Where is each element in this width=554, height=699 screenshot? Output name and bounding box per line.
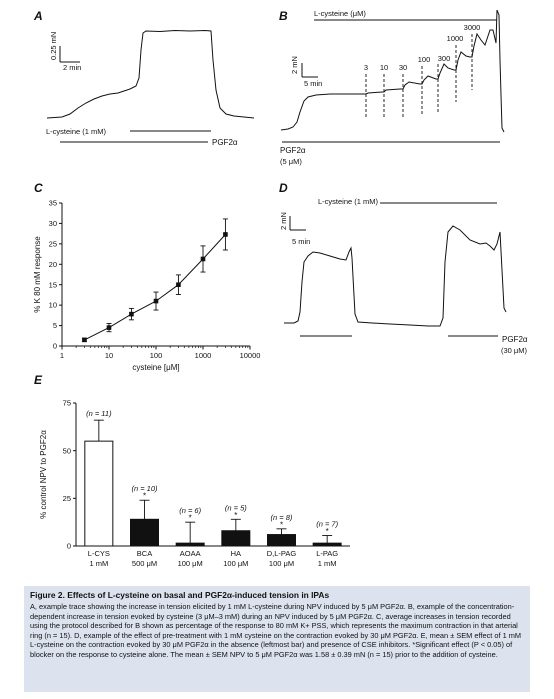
panel-b-conc-30: 30 bbox=[399, 63, 407, 72]
chart-e-n-label: (n = 7) bbox=[316, 520, 338, 529]
chart-c-y-tick-label: 20 bbox=[49, 260, 57, 269]
panel-b-dashed-markers bbox=[365, 34, 473, 118]
panel-a-pgf-label: PGF2α bbox=[212, 138, 238, 147]
panel-a-trace bbox=[46, 29, 255, 119]
panel-e-letter: E bbox=[34, 373, 43, 387]
chart-c-y-tick-label: 30 bbox=[49, 219, 57, 228]
panel-b-conc-10: 10 bbox=[380, 63, 388, 72]
panel-a-scale-y-label: 0.25 mN bbox=[49, 32, 58, 60]
panel-d-letter: D bbox=[279, 181, 288, 195]
chart-c-x-tick-label: 1 bbox=[60, 351, 64, 360]
chart-c-point bbox=[129, 311, 134, 317]
panel-e: E 0 25 50 75 % control NPV to PGF2α (n = 11) L… bbox=[34, 373, 350, 568]
panel-b-conc-300: 300 bbox=[438, 54, 451, 63]
chart-e-significance-mark: * bbox=[280, 520, 283, 529]
chart-e-dose-label: 100 μM bbox=[269, 559, 294, 568]
chart-e-bar bbox=[221, 530, 251, 547]
panel-a-cysteine-label: L-cysteine (1 mM) bbox=[46, 127, 107, 136]
chart-e-y-tick-label: 0 bbox=[67, 542, 71, 551]
chart-e-n-label: (n = 11) bbox=[86, 409, 112, 418]
panel-b-conc-3: 3 bbox=[364, 63, 368, 72]
chart-c-x-tick-label: 10000 bbox=[240, 351, 261, 360]
chart-c-point bbox=[106, 325, 112, 330]
panel-b-conc-3000: 3000 bbox=[464, 23, 481, 32]
chart-e-category-label: AOAA bbox=[180, 549, 201, 558]
chart-e-n-label: (n = 5) bbox=[225, 503, 247, 512]
panel-b-pgf-label: PGF2α bbox=[280, 146, 306, 155]
chart-c-y-tick-label: 10 bbox=[49, 301, 57, 310]
figure-canvas: A 0.25 mN 2 min L-cysteine (1 mM) PGF2α … bbox=[33, 9, 528, 568]
chart-e-dose-label: 1 mM bbox=[89, 559, 108, 568]
panel-b-conc-labels: 3 10 30 100 300 1000 3000 bbox=[364, 23, 480, 72]
chart-c-y-tick-label: 35 bbox=[49, 199, 57, 208]
chart-c-y-tick-label: 15 bbox=[49, 280, 57, 289]
chart-e: 0 25 50 75 % control NPV to PGF2α (n = 11) L-C… bbox=[39, 399, 350, 568]
panel-d-top-label: L-cysteine (1 mM) bbox=[318, 197, 379, 206]
chart-c-point bbox=[223, 232, 228, 237]
chart-c-y-tick-label: 5 bbox=[53, 321, 57, 330]
panel-b-scale-y-label: 2 mN bbox=[290, 56, 299, 74]
panel-a-scale-x-label: 2 min bbox=[63, 63, 81, 72]
chart-e-y-tick-label: 50 bbox=[63, 446, 71, 455]
panel-a: A 0.25 mN 2 min L-cysteine (1 mM) PGF2α bbox=[33, 9, 255, 147]
chart-e-bar bbox=[312, 542, 342, 547]
chart-c-series-line bbox=[84, 234, 226, 341]
chart-c-point bbox=[176, 282, 181, 288]
panel-b-conc-1000: 1000 bbox=[447, 34, 464, 43]
chart-e-dose-label: 500 μM bbox=[132, 559, 157, 568]
chart-e-n-label: (n = 8) bbox=[271, 513, 293, 522]
caption-body: A, example trace showing the increase in… bbox=[30, 602, 522, 659]
chart-e-category-label: BCA bbox=[137, 549, 152, 558]
chart-c-x-tick-label: 1000 bbox=[195, 351, 212, 360]
chart-e-significance-mark: * bbox=[234, 511, 237, 520]
chart-e-category-label: L-PAG bbox=[316, 549, 338, 558]
chart-c-point bbox=[153, 298, 159, 304]
chart-e-n-label: (n = 6) bbox=[179, 506, 201, 515]
chart-c-x-tick-label: 100 bbox=[150, 351, 163, 360]
chart-e-significance-mark: * bbox=[326, 527, 329, 536]
panel-a-letter: A bbox=[33, 9, 43, 23]
chart-e-y-tick-label: 75 bbox=[63, 399, 71, 408]
panel-c: C 0 5 10 15 20 25 30 35 1 10 100 1000 10000 cysteine … bbox=[33, 181, 260, 372]
chart-e-y-tick-label: 25 bbox=[63, 494, 71, 503]
chart-c-y-tick-label: 0 bbox=[53, 342, 57, 351]
panel-b-conc-100: 100 bbox=[418, 55, 431, 64]
panel-b: B L-cysteine (μM) 2 mN 5 min 3 10 30 100… bbox=[279, 9, 505, 166]
panel-d-scale-x-label: 5 min bbox=[292, 237, 310, 246]
panel-d-trace bbox=[284, 225, 507, 327]
chart-e-bar bbox=[130, 518, 159, 547]
chart-e-significance-mark: * bbox=[189, 514, 192, 523]
chart-c-x-label: cysteine [μM] bbox=[132, 363, 179, 372]
panel-b-top-label: L-cysteine (μM) bbox=[314, 9, 366, 18]
chart-c-y-tick-label: 25 bbox=[49, 239, 57, 248]
chart-e-category-label: L-CYS bbox=[88, 549, 110, 558]
chart-e-n-label: (n = 10) bbox=[131, 484, 158, 493]
chart-c-x-tick-label: 10 bbox=[105, 351, 113, 360]
panel-d-scale-y-label: 2 mN bbox=[279, 212, 288, 230]
panel-d-pgf-label: PGF2α bbox=[502, 335, 528, 344]
panel-b-trace bbox=[280, 9, 505, 133]
panel-c-letter: C bbox=[34, 181, 43, 195]
chart-e-category-label: D,L-PAG bbox=[267, 549, 297, 558]
chart-e-dose-label: 100 μM bbox=[223, 559, 248, 568]
chart-e-y-label: % control NPV to PGF2α bbox=[39, 430, 48, 519]
figure-caption: Figure 2. Effects of L-cysteine on basal… bbox=[24, 586, 530, 692]
panel-b-pgf-conc: (5 μM) bbox=[280, 157, 302, 166]
chart-e-bar bbox=[175, 542, 205, 547]
panel-d-pgf-conc: (30 μM) bbox=[501, 346, 527, 355]
chart-e-bar bbox=[267, 534, 296, 547]
panel-b-scale-x-label: 5 min bbox=[304, 79, 322, 88]
chart-e-significance-mark: * bbox=[143, 492, 146, 501]
chart-c-y-label: % K 80 mM response bbox=[33, 236, 42, 313]
caption-title: Figure 2. Effects of L-cysteine on basal… bbox=[30, 590, 330, 600]
panel-d: D L-cysteine (1 mM) 2 mN 5 min PGF2α (30… bbox=[279, 181, 528, 355]
chart-c-point bbox=[200, 256, 206, 262]
chart-e-bar bbox=[84, 440, 114, 547]
panel-b-letter: B bbox=[279, 9, 288, 23]
chart-e-dose-label: 1 mM bbox=[318, 559, 337, 568]
chart-c-point bbox=[82, 337, 87, 343]
chart-c: 0 5 10 15 20 25 30 35 1 10 100 1000 10000 cysteine [μ… bbox=[33, 199, 260, 372]
chart-e-category-label: HA bbox=[231, 549, 241, 558]
chart-e-dose-label: 100 μM bbox=[178, 559, 203, 568]
